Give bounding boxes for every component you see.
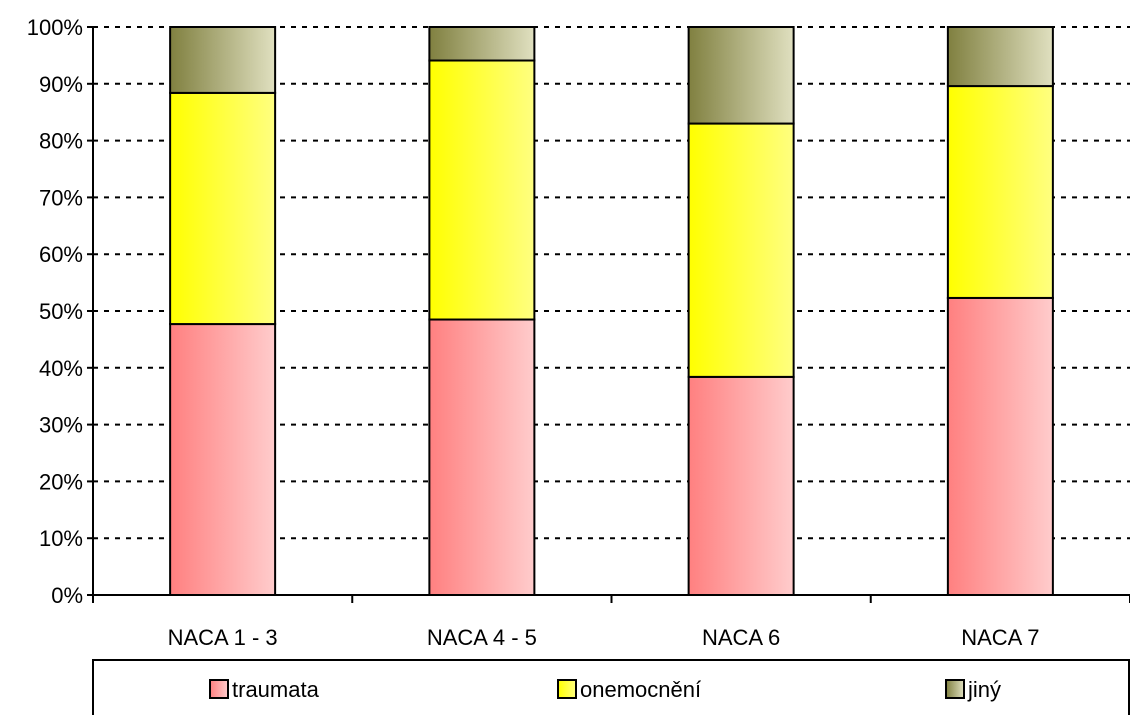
y-tick-label: 80% (39, 129, 83, 154)
x-category-label: NACA 1 - 3 (168, 625, 278, 650)
bar-segment-jiny (429, 27, 534, 61)
bar-segment-traumata (948, 298, 1053, 595)
legend-swatch-jiny (946, 680, 964, 698)
bar-segment-jiny (170, 27, 275, 93)
y-tick-labels: 0% 10% 20% 30% 40% 50% 60% 70% 80% 90% 100% (27, 15, 83, 608)
legend-swatch-traumata (210, 680, 228, 698)
x-category-label: NACA 7 (961, 625, 1039, 650)
y-tick-label: 90% (39, 72, 83, 97)
y-tick-label: 60% (39, 242, 83, 267)
bar-segment-traumata (689, 377, 794, 595)
bar-segment-onemocneni (170, 93, 275, 324)
y-tick-label: 30% (39, 413, 83, 438)
x-category-label: NACA 4 - 5 (427, 625, 537, 650)
legend-label-traumata: traumata (232, 677, 320, 702)
legend-label-jiny: jiný (967, 677, 1001, 702)
y-tick-label: 50% (39, 299, 83, 324)
y-tick-label: 0% (51, 583, 83, 608)
bar-segment-jiny (948, 27, 1053, 86)
bar-segment-onemocneni (429, 61, 534, 320)
y-tick-label: 20% (39, 469, 83, 494)
bar-segment-traumata (429, 320, 534, 595)
y-tick-label: 40% (39, 356, 83, 381)
bar-segment-onemocneni (948, 86, 1053, 298)
x-category-label: NACA 6 (702, 625, 780, 650)
x-category-labels: NACA 1 - 3 NACA 4 - 5 NACA 6 NACA 7 (168, 625, 1040, 650)
bar-segment-jiny (689, 27, 794, 124)
legend-label-onemocneni: onemocnění (580, 677, 701, 702)
y-tick-label: 100% (27, 15, 83, 40)
legend: traumata onemocnění jiný (93, 660, 1129, 715)
legend-swatch-onemocneni (558, 680, 576, 698)
y-tick-label: 70% (39, 185, 83, 210)
y-tick-label: 10% (39, 526, 83, 551)
bar-segment-traumata (170, 324, 275, 595)
bar-segment-onemocneni (689, 124, 794, 377)
